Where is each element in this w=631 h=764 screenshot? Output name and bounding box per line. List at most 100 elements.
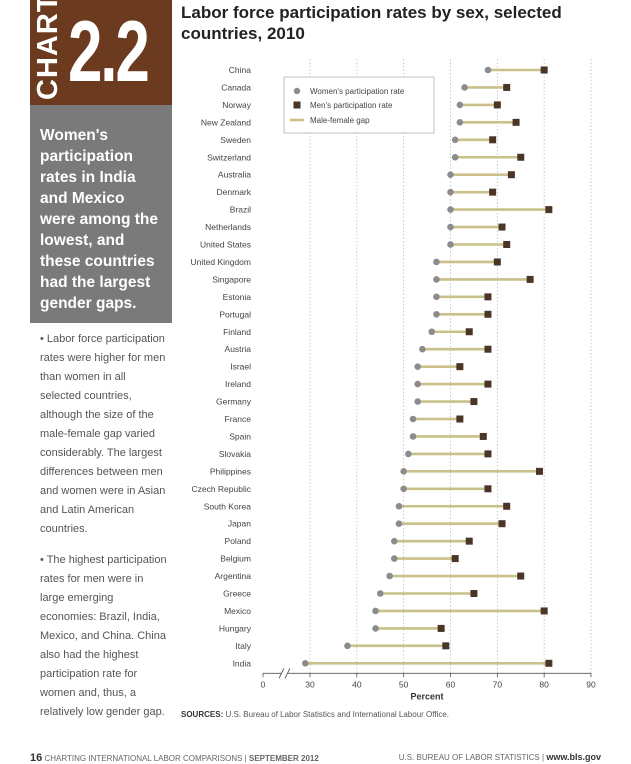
men-point bbox=[465, 537, 473, 545]
men-point bbox=[503, 241, 511, 248]
women-point bbox=[433, 258, 440, 266]
key-finding-panel: Women's participation rates in India and… bbox=[30, 105, 172, 323]
men-point bbox=[517, 153, 525, 161]
women-point bbox=[433, 293, 440, 301]
x-tick-label: 90 bbox=[586, 679, 596, 689]
men-point bbox=[456, 415, 464, 423]
country-label: Israel bbox=[230, 362, 251, 372]
women-point bbox=[409, 433, 417, 440]
women-point bbox=[409, 415, 417, 423]
women-point bbox=[391, 537, 398, 545]
website-link[interactable]: www.bls.gov bbox=[546, 752, 601, 762]
chart-number-block: CHART 2.2 bbox=[30, 0, 172, 105]
country-label: Czech Republic bbox=[191, 484, 251, 494]
country-label: Ireland bbox=[225, 379, 251, 389]
country-label: Italy bbox=[235, 641, 251, 651]
women-point bbox=[433, 311, 440, 318]
country-label: United Kingdom bbox=[191, 257, 251, 267]
men-point bbox=[479, 432, 487, 440]
country-label: Switzerland bbox=[207, 152, 251, 162]
country-label: Mexico bbox=[224, 606, 251, 616]
country-label: South Korea bbox=[204, 501, 252, 511]
women-point bbox=[376, 590, 384, 597]
country-label: Japan bbox=[228, 519, 251, 529]
men-point bbox=[484, 310, 492, 318]
women-point bbox=[414, 398, 422, 405]
men-point bbox=[493, 258, 501, 266]
country-label: Netherlands bbox=[205, 222, 251, 232]
country-label: Austria bbox=[225, 344, 252, 354]
men-point bbox=[493, 101, 501, 109]
country-label: Sweden bbox=[220, 135, 251, 145]
country-label: Belgium bbox=[220, 554, 251, 564]
women-point bbox=[461, 84, 468, 91]
page-number: 16 bbox=[30, 752, 43, 764]
women-point bbox=[428, 328, 436, 336]
women-point bbox=[447, 206, 454, 213]
publication-date: SEPTEMBER 2012 bbox=[248, 754, 319, 763]
x-tick-label: 70 bbox=[493, 679, 503, 689]
legend-men-label: Men's participation rate bbox=[310, 101, 393, 110]
footer-right: U.S. BUREAU OF LABOR STATISTICS | www.bl… bbox=[398, 752, 601, 762]
men-point bbox=[442, 642, 450, 650]
source-label: SOURCES: bbox=[181, 710, 224, 719]
publication-name: CHARTING INTERNATIONAL LABOR COMPARISONS bbox=[44, 754, 243, 763]
men-point bbox=[507, 171, 515, 179]
country-label: Denmark bbox=[217, 187, 252, 197]
axis-break-gap bbox=[281, 667, 288, 680]
women-point bbox=[372, 607, 379, 615]
country-label: Singapore bbox=[212, 274, 251, 284]
men-point bbox=[451, 555, 459, 563]
women-point bbox=[414, 380, 422, 388]
women-point bbox=[386, 572, 393, 580]
women-point bbox=[395, 502, 403, 510]
x-tick-label: 0 bbox=[261, 679, 266, 689]
women-point bbox=[400, 485, 407, 493]
country-label: Finland bbox=[223, 327, 251, 337]
men-point bbox=[540, 66, 548, 74]
country-label: New Zealand bbox=[201, 117, 251, 127]
women-point bbox=[405, 450, 412, 458]
legend-women-label: Women's participation rate bbox=[310, 87, 405, 96]
men-point bbox=[456, 363, 464, 371]
men-point bbox=[545, 659, 553, 667]
country-label: Estonia bbox=[223, 292, 252, 302]
men-point bbox=[535, 467, 543, 475]
agency-name: U.S. BUREAU OF LABOR STATISTICS bbox=[398, 753, 540, 762]
women-point bbox=[451, 136, 459, 144]
men-point bbox=[526, 275, 534, 283]
footer-left: 16 CHARTING INTERNATIONAL LABOR COMPARIS… bbox=[30, 752, 319, 764]
country-label: Norway bbox=[222, 100, 252, 110]
men-point bbox=[503, 502, 511, 510]
men-point bbox=[470, 590, 478, 597]
women-point bbox=[419, 345, 426, 353]
x-tick-label: 60 bbox=[446, 679, 456, 689]
women-point bbox=[447, 241, 454, 248]
country-label: France bbox=[225, 414, 252, 424]
women-point bbox=[302, 660, 309, 667]
x-tick-label: 80 bbox=[539, 679, 549, 689]
country-label: Slovakia bbox=[219, 449, 251, 459]
women-point bbox=[447, 223, 454, 231]
bullet-2: • The highest participation rates for me… bbox=[40, 554, 167, 718]
chart-number: 2.2 bbox=[68, 4, 150, 100]
men-point bbox=[540, 607, 548, 615]
women-point bbox=[395, 520, 403, 527]
women-point bbox=[456, 101, 464, 109]
x-tick-label: 50 bbox=[399, 679, 409, 689]
sidebar-bullets: • Labor force participation rates were h… bbox=[30, 330, 172, 734]
men-point bbox=[498, 223, 506, 231]
chart-word: CHART bbox=[32, 0, 64, 100]
country-label: Hungary bbox=[219, 623, 252, 633]
men-point bbox=[517, 572, 525, 580]
bullet-1: • Labor force participation rates were h… bbox=[40, 333, 166, 535]
axis-break-mark bbox=[278, 668, 285, 679]
chart-title: Labor force participation rates by sex, … bbox=[181, 3, 562, 43]
source-note: SOURCES: U.S. Bureau of Labor Statistics… bbox=[181, 710, 449, 719]
men-point bbox=[437, 624, 445, 632]
men-point bbox=[484, 485, 492, 493]
men-point bbox=[498, 520, 506, 528]
country-label: United States bbox=[200, 240, 251, 250]
country-label: Poland bbox=[225, 536, 252, 546]
men-point bbox=[470, 398, 478, 406]
